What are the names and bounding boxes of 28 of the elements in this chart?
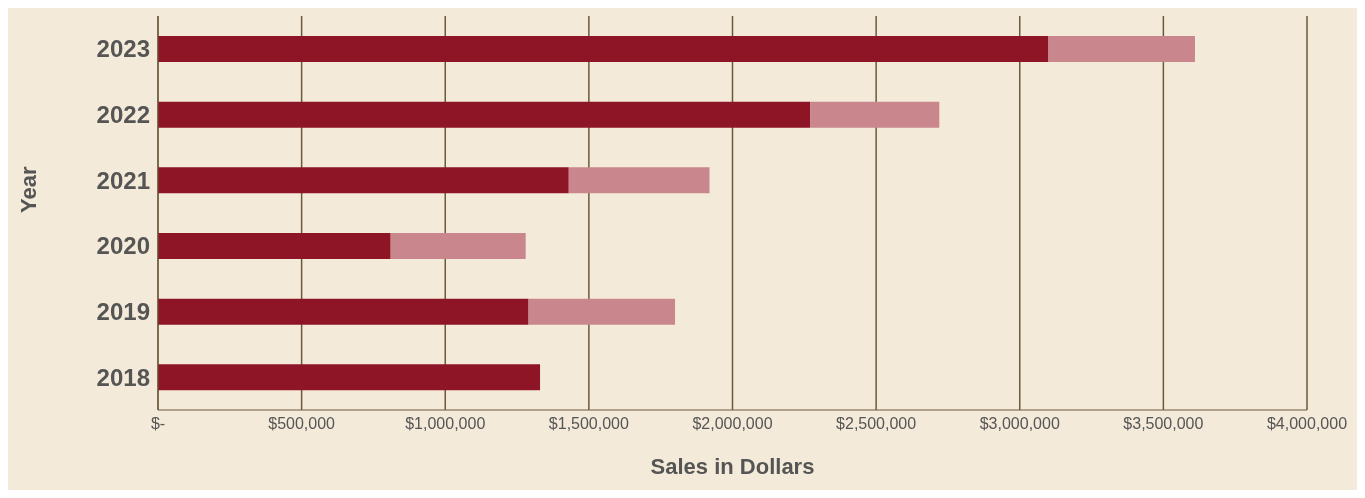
bar (568, 167, 710, 194)
x-axis-title: Sales in Dollars (650, 454, 815, 479)
y-tick-label: 2022 (96, 101, 150, 129)
bar (810, 101, 940, 128)
x-tick-label: $1,000,000 (405, 415, 486, 433)
bar (158, 364, 541, 391)
x-tick-label: $4,000,000 (1266, 415, 1348, 433)
y-tick-label: 2018 (96, 363, 150, 391)
bar (158, 101, 811, 128)
bar (158, 36, 1049, 62)
y-tick-label: 2019 (96, 298, 150, 326)
bar (1048, 36, 1195, 62)
bar (390, 233, 526, 259)
x-tick-label: $- (150, 415, 166, 433)
bar (158, 298, 529, 325)
x-tick-label: $2,000,000 (692, 415, 773, 433)
y-axis-title: Year (15, 166, 41, 213)
x-tick-label: $2,500,000 (836, 415, 917, 433)
bar (528, 298, 676, 325)
x-tick-label: $3,000,000 (979, 415, 1060, 433)
x-tick-label: $500,000 (268, 415, 336, 433)
x-tick-label: $1,500,000 (548, 415, 630, 433)
y-tick-label: 2023 (96, 35, 150, 63)
x-tick-label: $3,500,000 (1123, 415, 1204, 433)
bar (158, 167, 569, 194)
bar (158, 233, 391, 259)
y-tick-label: 2020 (96, 232, 150, 260)
y-tick-label: 2021 (96, 166, 150, 194)
